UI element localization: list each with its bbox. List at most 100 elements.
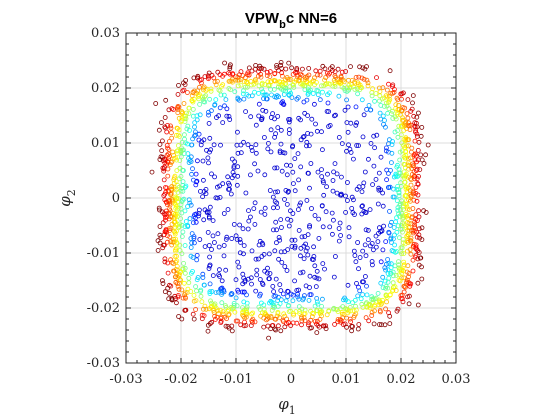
scatter-point — [319, 174, 325, 180]
scatter-point — [314, 275, 320, 281]
scatter-point — [286, 117, 292, 122]
scatter-point — [179, 185, 185, 191]
scatter-point — [405, 143, 411, 149]
scatter-point — [179, 287, 185, 293]
scatter-point — [167, 206, 172, 212]
scatter-point — [206, 160, 211, 166]
scatter-point — [416, 214, 422, 220]
scatter-point — [275, 84, 281, 90]
scatter-point — [183, 78, 189, 83]
scatter-point — [193, 219, 199, 225]
scatter-point — [256, 242, 262, 248]
scatter-point — [286, 188, 291, 194]
scatter-point — [213, 195, 219, 201]
scatter-point — [297, 253, 303, 259]
scatter-point — [400, 237, 406, 242]
scatter-point — [306, 85, 311, 91]
scatter-point — [326, 90, 332, 96]
scatter-point — [206, 112, 212, 118]
scatter-point — [415, 110, 421, 116]
scatter-point — [210, 218, 216, 224]
scatter-point — [414, 166, 420, 172]
scatter-point — [237, 222, 243, 228]
scatter-point — [172, 231, 178, 237]
scatter-point — [241, 251, 246, 257]
scatter-point — [286, 127, 292, 133]
scatter-point — [263, 92, 269, 98]
x-tick-label: 0 — [287, 372, 295, 387]
scatter-point — [377, 93, 383, 99]
scatter-point — [194, 288, 199, 294]
scatter-point — [191, 298, 197, 304]
scatter-point — [182, 224, 188, 229]
scatter-point — [406, 293, 412, 299]
scatter-point — [180, 266, 186, 272]
scatter-point — [301, 293, 307, 299]
scatter-point — [184, 90, 190, 95]
scatter-point — [309, 79, 315, 85]
scatter-point — [406, 166, 412, 172]
scatter-point — [214, 78, 220, 84]
scatter-point — [174, 168, 180, 174]
scatter-point — [291, 312, 297, 318]
scatter-point — [206, 121, 212, 126]
scatter-point — [398, 132, 404, 138]
scatter-point — [386, 230, 392, 236]
scatter-point — [241, 139, 246, 145]
scatter-point — [235, 318, 241, 324]
scatter-point — [354, 120, 360, 126]
scatter-point — [408, 251, 414, 257]
scatter-point — [207, 289, 213, 295]
scatter-point — [302, 234, 308, 239]
scatter-point — [347, 146, 353, 152]
scatter-point — [182, 265, 188, 271]
scatter-point — [419, 157, 425, 163]
scatter-point — [298, 71, 303, 77]
scatter-point — [174, 148, 180, 154]
scatter-point — [207, 263, 213, 269]
scatter-point — [191, 88, 197, 94]
scatter-point — [160, 165, 166, 171]
scatter-point — [397, 157, 403, 163]
scatter-point — [356, 266, 361, 272]
scatter-point — [240, 271, 246, 277]
scatter-point — [382, 265, 388, 271]
scatter-point — [223, 236, 229, 242]
scatter-point — [173, 248, 178, 254]
scatter-point — [244, 292, 249, 298]
scatter-point — [207, 254, 213, 260]
scatter-point — [237, 250, 243, 256]
scatter-point — [310, 78, 316, 83]
y-tick-label: -0.01 — [87, 246, 120, 261]
scatter-point — [392, 242, 398, 248]
scatter-point — [269, 92, 274, 98]
scatter-point — [263, 108, 269, 114]
scatter-point — [364, 77, 370, 83]
scatter-point — [232, 309, 238, 315]
scatter-point — [361, 279, 366, 285]
scatter-point — [232, 159, 238, 165]
scatter-point — [283, 187, 289, 193]
scatter-point — [198, 142, 204, 148]
scatter-point — [182, 243, 188, 248]
scatter-point — [252, 200, 258, 206]
scatter-point — [380, 113, 386, 119]
scatter-point — [355, 91, 361, 97]
scatter-point — [173, 279, 179, 285]
scatter-point — [279, 66, 285, 71]
scatter-point — [175, 284, 181, 290]
scatter-point — [186, 105, 192, 111]
scatter-point — [155, 238, 161, 244]
scatter-point — [205, 229, 211, 235]
title-main: VPW — [245, 10, 280, 27]
scatter-point — [335, 66, 341, 72]
scatter-point — [410, 100, 415, 106]
scatter-point — [288, 323, 294, 328]
scatter-point — [384, 87, 390, 93]
scatter-point — [168, 257, 174, 263]
scatter-point — [229, 76, 235, 82]
scatter-point — [188, 253, 194, 259]
scatter-point — [398, 201, 403, 207]
scatter-point — [262, 205, 268, 211]
scatter-point — [252, 161, 258, 167]
